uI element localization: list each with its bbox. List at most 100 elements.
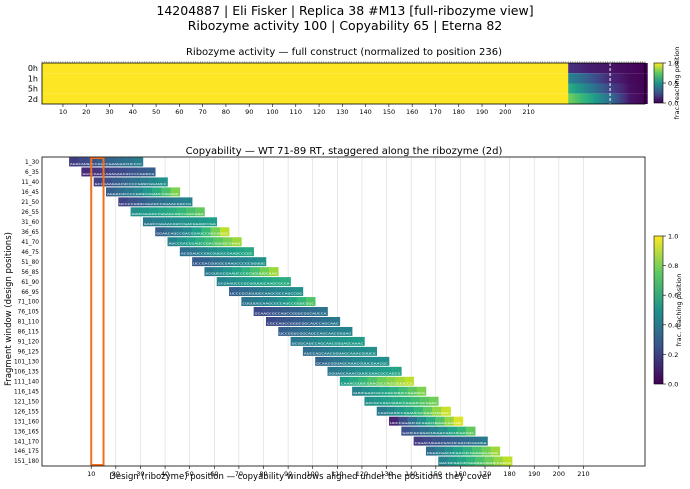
activity-cell-0h [584, 63, 588, 74]
copyability-cell [382, 396, 393, 406]
copyability-cell [410, 396, 421, 406]
copyability-cell [481, 446, 491, 456]
copyability-x-tick-label: 160 [454, 470, 466, 478]
activity-cell-2d [640, 93, 644, 104]
copyability-cell [293, 316, 304, 326]
copyability-cell [435, 446, 445, 456]
copyability-cell [158, 207, 168, 217]
copyability-cell [312, 346, 322, 356]
activity-cell-0h [579, 63, 583, 74]
activity-cell-2d [596, 93, 599, 104]
activity-cell-1h [640, 73, 644, 84]
copyability-cell [256, 257, 267, 267]
copyability-cell [259, 267, 270, 277]
copyability-cell [453, 416, 464, 426]
copyability-x-tick-label: 140 [405, 470, 417, 478]
copyability-cell [118, 167, 128, 177]
activity-cell-5h [603, 83, 606, 94]
activity-cell-5h [607, 83, 611, 94]
copyability-cell [158, 177, 168, 187]
copyability-window-sequence: UCGGCAUCCAGCAACGGUAGCAAAC [292, 341, 364, 345]
copyability-window-row: GGAACAUCCGACGGAUCCGACGUGG [155, 227, 230, 237]
copyability-cell [195, 237, 205, 247]
copyability-y-tick-label: 136_165 [14, 429, 39, 435]
copyability-x-tick-label: 110 [331, 470, 343, 478]
copyability-y-tick-label: 6_35 [25, 170, 39, 176]
copyability-cell [198, 217, 208, 227]
copyability-cell [370, 356, 381, 366]
activity-cell-0h [628, 63, 632, 74]
copyability-y-tick-label: 96_125 [18, 350, 40, 356]
copyability-x-tick-label: 60 [210, 470, 218, 478]
copyability-cell [305, 326, 316, 336]
activity-cell-2d [568, 93, 571, 104]
activity-cell-1h [610, 73, 613, 84]
copyability-window-sequence: GCGAAUCCCGCUGUUGCAAGCGCCA [218, 282, 290, 286]
activity-x-tick-label: 70 [199, 108, 207, 116]
activity-x-tick-label: 50 [152, 108, 160, 116]
copyability-cell [478, 436, 488, 446]
copyability-y-tick-label: 11_40 [21, 180, 39, 186]
copyability-cell [302, 316, 313, 326]
copyability-cell [438, 426, 448, 436]
copyability-colorbar-tick-label: 0.6 [668, 292, 678, 300]
copyability-cell [309, 307, 319, 316]
activity-x-tick-label: 190 [476, 108, 488, 116]
activity-cell-0h [619, 63, 623, 74]
activity-row-label: 0h [28, 64, 38, 73]
activity-cell-5h [633, 83, 637, 94]
copyability-cell [376, 376, 387, 386]
copyability-cell [401, 426, 411, 436]
copyability-window-sequence: GACUCGACUCGGUAGCAGUCCGACG [439, 461, 511, 465]
activity-cell-0h [617, 63, 620, 74]
copyability-cell [198, 247, 208, 257]
activity-cell-1h [603, 73, 606, 84]
copyability-cell [213, 237, 224, 247]
activity-cell-2d [631, 93, 634, 104]
activity-cell-2d [605, 93, 609, 104]
copyability-window-sequence: UUCCGGAUCGCGGACUGGACGACUC [390, 421, 462, 425]
copyability-cell [161, 217, 171, 227]
copyability-y-tick-label: 41_70 [21, 240, 39, 246]
copyability-cell [447, 426, 458, 436]
copyability-cell [364, 396, 374, 406]
copyability-cell [404, 406, 414, 416]
figure-title-line1: 14204887 | Eli Fisker | Replica 38 #M13 … [156, 3, 534, 18]
copyability-window-row: UUCCGGAUCGCGGACUGGACGACUC [389, 416, 464, 426]
activity-cell-2d [579, 93, 583, 104]
activity-cell-5h [635, 83, 639, 94]
copyability-window-sequence: GAUCCGGAACAUCCGACGGAUCCGA [144, 222, 216, 226]
copyability-cell [241, 297, 251, 307]
copyability-y-tick-label: 116_145 [14, 389, 39, 395]
copyability-cell [422, 436, 433, 446]
copyability-cell [444, 446, 454, 456]
copyability-y-tick-label: 21_50 [21, 200, 39, 206]
copyability-cell [201, 257, 211, 267]
activity-colorbar-label: frac. reaching position [673, 47, 681, 120]
copyability-cell [216, 277, 227, 287]
copyability-cell [145, 197, 156, 207]
copyability-cell [376, 406, 387, 416]
copyability-cell [262, 277, 273, 287]
activity-cell-5h [628, 83, 632, 94]
copyability-cell [349, 376, 359, 386]
activity-cell-1h [584, 73, 588, 84]
copyability-cell [164, 227, 174, 237]
copyability-cell [293, 287, 304, 297]
copyability-cell [204, 237, 214, 247]
copyability-cell [161, 187, 171, 197]
activity-cell-2d [591, 93, 595, 104]
copyability-cell [102, 177, 113, 187]
copyability-cell [130, 177, 141, 187]
activity-cell-2d [586, 93, 590, 104]
activity-row-label: 5h [28, 85, 38, 94]
copyability-y-tick-label: 36_65 [21, 230, 39, 236]
copyability-y-tick-label: 61_90 [21, 280, 39, 286]
copyability-cell [253, 307, 264, 316]
copyability-x-tick-label: 180 [503, 470, 515, 478]
copyability-cell [465, 456, 476, 466]
activity-cell-2d [612, 93, 616, 104]
copyability-colorbar-ticks: 0.0 0.2 0.4 0.6 0.8 1.0 [663, 233, 678, 389]
copyability-cell [389, 416, 399, 426]
activity-cell-2d [642, 93, 646, 104]
